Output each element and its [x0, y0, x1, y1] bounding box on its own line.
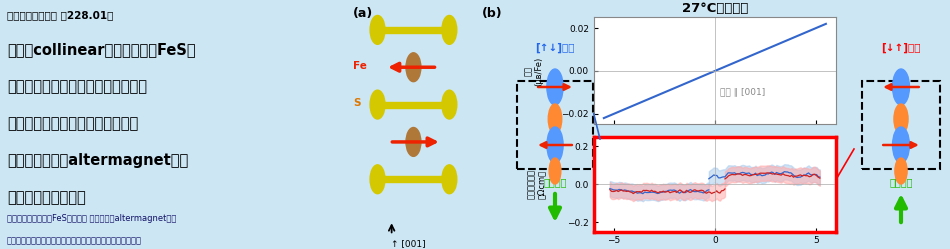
Text: 仳想磁場: 仳想磁場: [889, 177, 913, 187]
Y-axis label: 磁化
(μʙ/Fe): 磁化 (μʙ/Fe): [523, 56, 543, 86]
Text: Fe: Fe: [353, 61, 367, 71]
Text: ↑ [001]: ↑ [001]: [391, 239, 426, 248]
Circle shape: [370, 90, 385, 119]
Text: 仳想磁場: 仳想磁場: [543, 177, 567, 187]
Text: ～交代磁性体（altermagnet）の: ～交代磁性体（altermagnet）の: [7, 153, 188, 168]
Text: 存性に大きなヒステリシスを発見: 存性に大きなヒステリシスを発見: [7, 116, 138, 131]
X-axis label: 外部磁場（T）: 外部磁場（T）: [693, 248, 737, 249]
Y-axis label: ホール抵抗率
（Ωcm）: ホール抵抗率 （Ωcm）: [527, 169, 546, 199]
Circle shape: [406, 127, 421, 156]
Circle shape: [895, 158, 907, 184]
Circle shape: [442, 15, 457, 44]
Text: しての性質～超高密度・超高速な次世代の情報媒体の活用に: しての性質～超高密度・超高速な次世代の情報媒体の活用に: [7, 237, 142, 246]
Circle shape: [442, 90, 457, 119]
Text: おいて、ホール抵抗率の外部磁場依: おいて、ホール抵抗率の外部磁場依: [7, 79, 147, 94]
Circle shape: [547, 69, 563, 105]
Circle shape: [893, 69, 909, 105]
Text: 室温でcollinearな反強磁性体FeSに: 室温でcollinearな反強磁性体FeSに: [7, 42, 196, 57]
Circle shape: [370, 15, 385, 44]
Circle shape: [548, 104, 561, 134]
Title: 27°C（室温）: 27°C（室温）: [682, 2, 748, 15]
Circle shape: [442, 165, 457, 194]
Circle shape: [370, 165, 385, 194]
Text: S: S: [353, 98, 361, 108]
Text: 記録媒体への活用へ: 記録媒体への活用へ: [7, 190, 86, 205]
Circle shape: [893, 127, 909, 163]
Text: 室温反強磁性半導体FeSにおける 交代磁石（altermagnet）と: 室温反強磁性半導体FeSにおける 交代磁石（altermagnet）と: [7, 214, 177, 223]
Text: [↓↑]状態: [↓↑]状態: [882, 43, 921, 53]
Text: 磁場 ∥ [001]: 磁場 ∥ [001]: [720, 87, 765, 97]
Text: (a): (a): [353, 7, 373, 20]
Polygon shape: [377, 102, 449, 108]
Circle shape: [894, 104, 908, 134]
Circle shape: [547, 127, 563, 163]
Polygon shape: [377, 27, 449, 33]
Text: [↑↓]状態: [↑↓]状態: [535, 43, 575, 53]
Text: 技術情報サービス 第228.01号: 技術情報サービス 第228.01号: [7, 10, 113, 20]
Circle shape: [549, 158, 560, 184]
Circle shape: [406, 53, 421, 82]
Text: (b): (b): [482, 7, 503, 20]
Polygon shape: [377, 176, 449, 182]
